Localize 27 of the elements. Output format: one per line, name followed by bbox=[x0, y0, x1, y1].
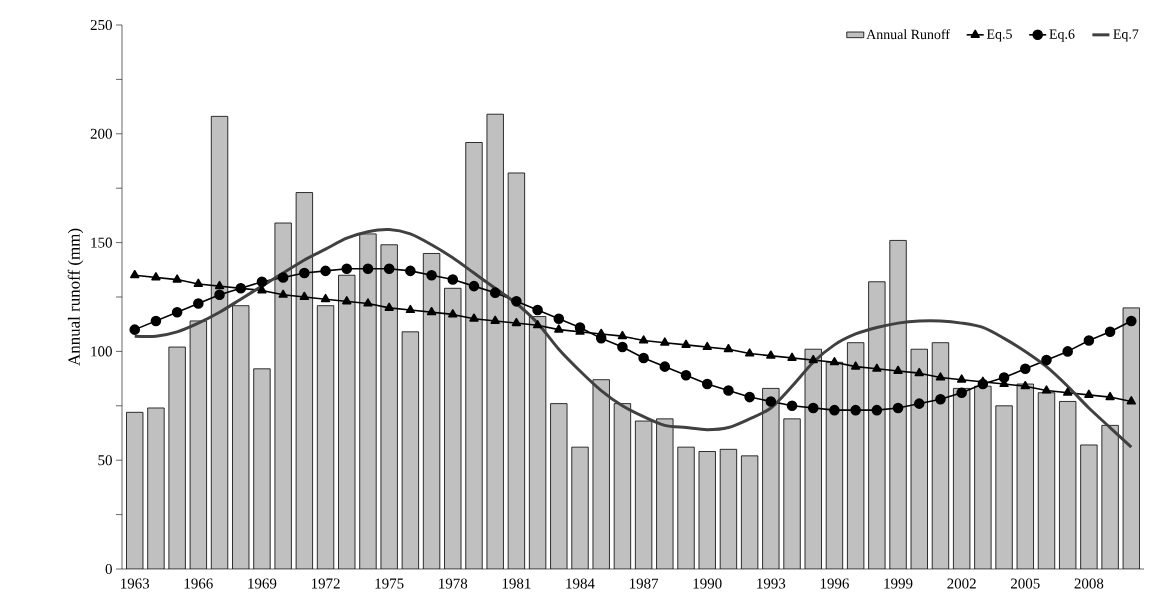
x-tick-label: 1975 bbox=[375, 578, 404, 589]
x-tick-label: 2008 bbox=[1074, 578, 1104, 589]
y-axis-title: Annual runoff (mm) bbox=[67, 228, 84, 366]
y-tick-label: 0 bbox=[105, 563, 112, 575]
x-tick-label: 1963 bbox=[121, 578, 150, 589]
x-tick-label: 1999 bbox=[884, 578, 913, 589]
legend-label: Annual Runoff bbox=[866, 29, 950, 40]
y-tick-label: 100 bbox=[91, 346, 112, 357]
y-tick-label: 150 bbox=[91, 237, 112, 248]
x-tick-label: 1972 bbox=[311, 578, 340, 589]
x-tick-label: 1993 bbox=[757, 578, 786, 589]
x-tick-label: 1996 bbox=[820, 578, 849, 589]
y-tick-label: 250 bbox=[90, 19, 112, 31]
y-tick-label: 50 bbox=[98, 455, 112, 466]
legend-label: Eq.7 bbox=[1113, 29, 1139, 42]
x-tick-label: 2005 bbox=[1010, 578, 1040, 589]
x-tick-label: 1969 bbox=[248, 578, 277, 589]
x-tick-label: 1981 bbox=[502, 578, 531, 589]
x-tick-label: 1984 bbox=[566, 578, 595, 589]
x-tick-label: 1990 bbox=[693, 578, 722, 589]
legend-label: Eq.6 bbox=[1049, 29, 1075, 42]
legend-label: Eq.5 bbox=[986, 29, 1012, 42]
x-tick-label: 1978 bbox=[439, 578, 468, 589]
x-tick-label: 1987 bbox=[629, 578, 659, 589]
x-tick-label: 1966 bbox=[184, 578, 213, 589]
y-tick-label: 200 bbox=[90, 128, 112, 139]
x-tick-label: 2002 bbox=[947, 578, 976, 589]
